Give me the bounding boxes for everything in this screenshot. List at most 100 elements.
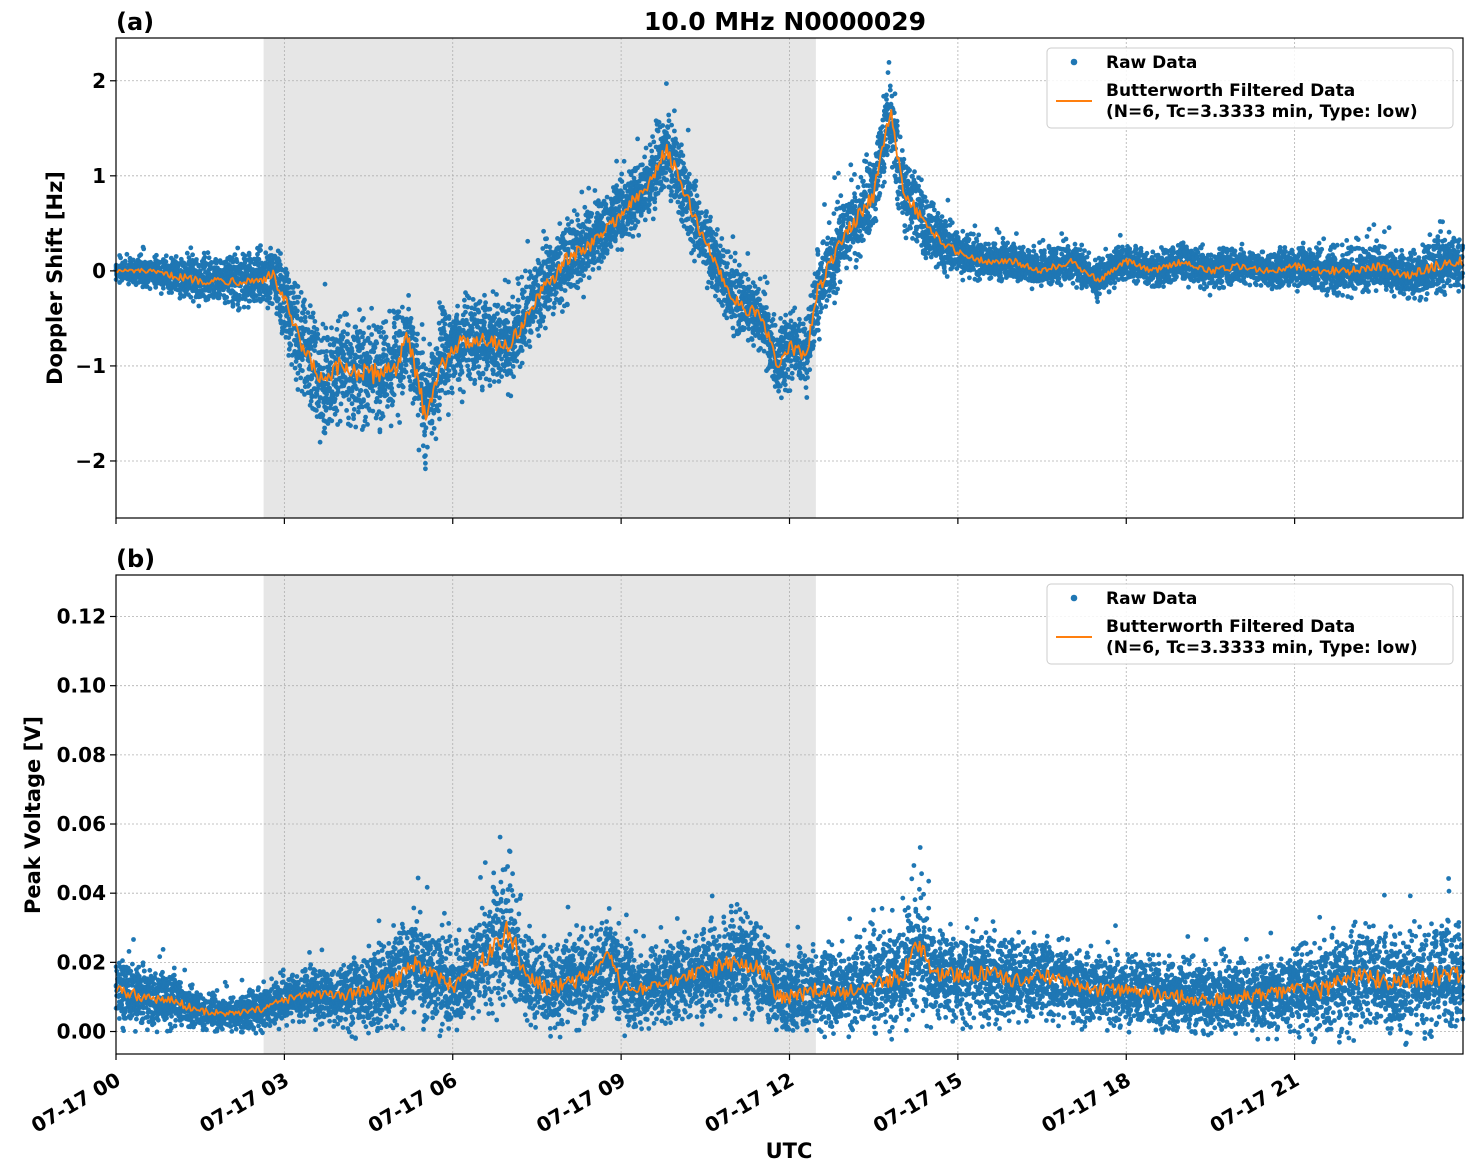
raw-data-point: [404, 363, 409, 368]
raw-data-point: [353, 425, 358, 430]
raw-data-point: [488, 307, 493, 312]
raw-data-point: [406, 293, 411, 298]
raw-data-point: [536, 333, 541, 338]
raw-data-point: [381, 347, 386, 352]
raw-data-point: [635, 137, 640, 142]
raw-data-point: [400, 305, 405, 310]
raw-data-point: [336, 319, 341, 324]
raw-data-point: [430, 419, 435, 424]
raw-data-point: [485, 363, 490, 368]
raw-data-point: [736, 322, 741, 327]
raw-data-point: [527, 339, 532, 344]
raw-data-point: [401, 375, 406, 380]
raw-data-point: [538, 324, 543, 329]
raw-data-point: [421, 443, 426, 448]
raw-data-point: [704, 210, 709, 215]
raw-data-point: [662, 185, 667, 190]
raw-data-point: [286, 278, 291, 283]
raw-data-point: [487, 378, 492, 383]
raw-data-point: [308, 303, 313, 308]
raw-data-point: [423, 466, 428, 471]
raw-data-point: [461, 390, 466, 395]
raw-data-point: [188, 245, 193, 250]
raw-data-point: [416, 361, 421, 366]
raw-data-point: [338, 314, 343, 319]
raw-data-point: [651, 217, 656, 222]
raw-data-point: [776, 389, 781, 394]
raw-data-point: [660, 123, 665, 128]
raw-data-point: [437, 403, 442, 408]
raw-data-point: [293, 366, 298, 371]
raw-data-point: [756, 287, 761, 292]
raw-data-point: [430, 431, 435, 436]
raw-data-point: [609, 244, 614, 249]
raw-data-point: [437, 395, 442, 400]
raw-data-point: [520, 361, 525, 366]
raw-data-point: [605, 248, 610, 253]
raw-data-point: [392, 392, 397, 397]
raw-data-point: [733, 251, 738, 256]
raw-data-point: [323, 326, 328, 331]
raw-data-point: [541, 229, 546, 234]
raw-data-point: [235, 259, 240, 264]
raw-data-point: [404, 352, 409, 357]
raw-data-point: [501, 305, 506, 310]
raw-data-point: [516, 298, 521, 303]
raw-data-point: [346, 416, 351, 421]
raw-data-point: [713, 294, 718, 299]
raw-data-point: [437, 300, 442, 305]
raw-data-point: [676, 200, 681, 205]
raw-data-point: [347, 397, 352, 402]
raw-data-point: [233, 252, 238, 257]
raw-data-point: [443, 322, 448, 327]
raw-data-point: [480, 385, 485, 390]
raw-data-point: [511, 364, 516, 369]
raw-data-point: [575, 285, 580, 290]
raw-data-point: [359, 388, 364, 393]
raw-data-point: [329, 418, 334, 423]
raw-data-point: [528, 344, 533, 349]
raw-data-point: [804, 385, 809, 390]
raw-data-point: [389, 424, 394, 429]
raw-data-point: [803, 327, 808, 332]
raw-data-point: [363, 415, 368, 420]
raw-data-point: [506, 280, 511, 285]
raw-data-point: [443, 312, 448, 317]
raw-data-point: [560, 298, 565, 303]
raw-data-point: [465, 305, 470, 310]
raw-data-point: [371, 409, 376, 414]
raw-data-point: [554, 290, 559, 295]
raw-data-point: [323, 431, 328, 436]
raw-data-point: [278, 314, 283, 319]
raw-data-point: [699, 210, 704, 215]
raw-data-point: [300, 368, 305, 373]
raw-data-point: [123, 259, 128, 264]
raw-data-point: [460, 400, 465, 405]
raw-data-point: [294, 377, 299, 382]
raw-data-point: [702, 249, 707, 254]
raw-data-point: [447, 368, 452, 373]
raw-data-point: [653, 206, 658, 211]
raw-data-point: [811, 343, 816, 348]
raw-data-point: [431, 366, 436, 371]
raw-data-point: [307, 382, 312, 387]
raw-data-point: [681, 202, 686, 207]
raw-data-point: [378, 427, 383, 432]
raw-data-point: [805, 375, 810, 380]
raw-data-point: [764, 305, 769, 310]
raw-data-point: [663, 170, 668, 175]
raw-data-point: [350, 401, 355, 406]
raw-data-point: [397, 420, 402, 425]
raw-data-point: [514, 359, 519, 364]
raw-data-point: [289, 362, 294, 367]
raw-data-point: [492, 315, 497, 320]
raw-data-point: [801, 322, 806, 327]
raw-data-point: [366, 393, 371, 398]
raw-data-point: [581, 273, 586, 278]
raw-data-point: [672, 108, 677, 113]
raw-data-point: [368, 356, 373, 361]
raw-data-point: [270, 301, 275, 306]
raw-data-point: [361, 316, 366, 321]
raw-data-point: [681, 153, 686, 158]
